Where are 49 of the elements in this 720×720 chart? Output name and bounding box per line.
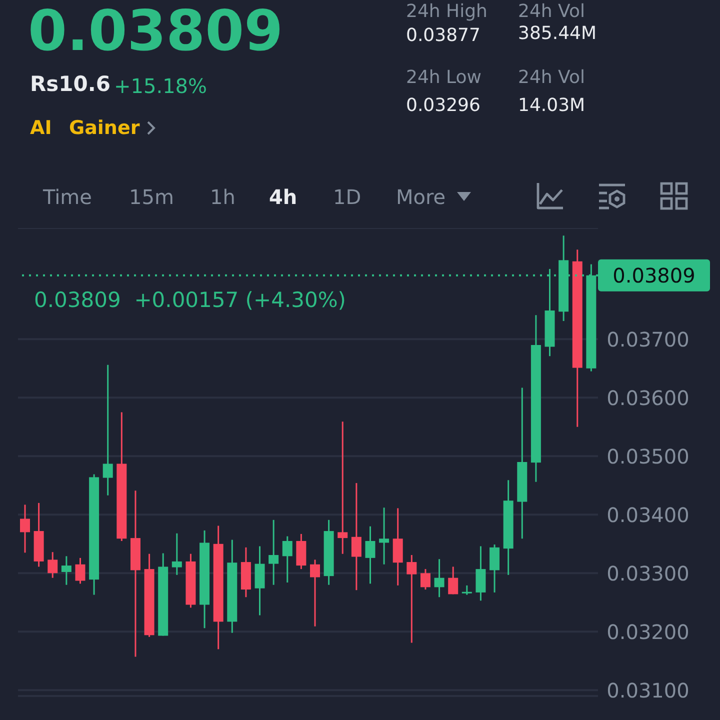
text: Time [43,185,92,209]
text: 24h Vol [518,0,585,24]
candlestick [351,482,362,591]
text: 4h [269,185,298,209]
candlestick [282,536,292,584]
candlestick [102,364,113,496]
candlestick [420,568,430,590]
candlestick [490,544,500,594]
text: Rs10.6 [30,72,110,96]
y-tick-label: 0.03500 [606,444,690,468]
y-tick-label: 0.03100 [606,678,690,702]
y-tick-label: 0.03600 [606,386,690,410]
candlestick [476,545,486,602]
candlestick [406,554,417,644]
text: 0.03296 [406,94,480,118]
text: 0.03877 [406,24,480,48]
ref-line-label: 0.03809 [612,263,696,288]
text: Gainer [69,116,140,140]
candlestick [20,504,30,554]
text: 15m [129,185,174,209]
annotation: 0.03809 +0.00157 (+4.30%) [34,288,346,312]
candlestick [392,507,403,586]
candlestick [48,551,58,579]
candlestick [379,506,390,566]
candlestick [338,420,348,555]
candlestick [434,558,444,598]
text: AI [30,116,52,140]
candlestick [268,519,279,586]
candlestick [172,532,182,576]
text: 24h High [406,0,488,24]
candlestick [310,558,320,628]
chart-title: 0.03809 [28,0,284,64]
y-tick-label: 0.03200 [606,620,690,644]
text: 24h Low [406,66,482,90]
text: More [396,185,446,209]
candlestick [448,566,458,595]
text: 1h [210,185,236,209]
candlestick [75,557,86,584]
candlestick [61,555,72,586]
text: 1D [333,185,362,209]
text: 14.03M [518,94,586,118]
candlestick [365,526,376,584]
candlestick [462,584,472,596]
y-tick-label: 0.03300 [606,561,690,586]
text: +15.18% [114,74,208,98]
y-tick-label: 0.03400 [606,502,690,527]
text: 24h Vol [518,66,585,90]
text: 385.44M [518,22,597,46]
y-tick-label: 0.03700 [606,327,690,352]
